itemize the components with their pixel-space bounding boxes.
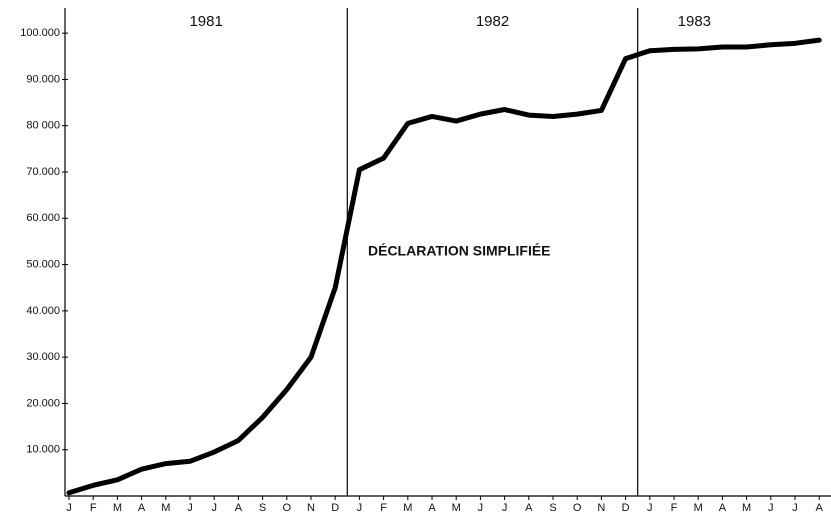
y-tick-label: 100.000 [20, 27, 60, 39]
x-tick-label: O [283, 502, 292, 514]
x-tick-label: J [792, 502, 798, 514]
x-tick-label: J [478, 502, 484, 514]
x-tick-label: M [161, 502, 170, 514]
x-tick-label: S [549, 502, 556, 514]
y-tick-label: 40.000 [26, 305, 60, 317]
year-label: 1983 [678, 13, 711, 30]
line [66, 37, 822, 496]
y-tick-label: 20.000 [26, 397, 60, 409]
x-tick-label: D [622, 502, 630, 514]
x-tick-label: J [187, 502, 193, 514]
x-tick-label: D [331, 502, 339, 514]
y-tick-label: 30.000 [26, 351, 60, 363]
x-tick-label: J [357, 502, 363, 514]
x-tick-label: M [694, 502, 703, 514]
x-tick-label: A [138, 502, 146, 514]
x-tick-label: S [259, 502, 266, 514]
y-tick-label: 50.000 [26, 258, 60, 270]
x-tick-label: A [525, 502, 533, 514]
x-tick-label: J [211, 502, 217, 514]
x-tick-label: N [597, 502, 605, 514]
y-tick-label: 80 000 [26, 120, 60, 132]
annotation: DÉCLARATION SIMPLIFIÉE [368, 243, 551, 259]
x-tick-label: F [671, 502, 678, 514]
x-tick-label: J [66, 502, 72, 514]
y-tick-label: 60.000 [26, 212, 60, 224]
y-tick-label: 90.000 [26, 73, 60, 85]
x-tick-label: M [742, 502, 751, 514]
x-tick-label: J [647, 502, 653, 514]
x-tick-label: J [502, 502, 508, 514]
x-tick-label: F [90, 502, 97, 514]
x-tick-label: A [816, 502, 824, 514]
x-tick-label: A [235, 502, 243, 514]
x-tick-label: M [452, 502, 461, 514]
y-tick-label: 10.000 [26, 444, 60, 456]
x-tick-label: M [403, 502, 412, 514]
x-tick-label: N [307, 502, 315, 514]
year-label: 1981 [189, 13, 222, 30]
year-label: 1982 [476, 13, 509, 30]
x-tick-label: A [719, 502, 727, 514]
y-tick-label: 70.000 [26, 166, 60, 178]
x-tick-label: A [428, 502, 436, 514]
x-tick-label: F [380, 502, 387, 514]
x-tick-label: J [768, 502, 774, 514]
x-tick-label: O [573, 502, 582, 514]
x-tick-label: M [113, 502, 122, 514]
